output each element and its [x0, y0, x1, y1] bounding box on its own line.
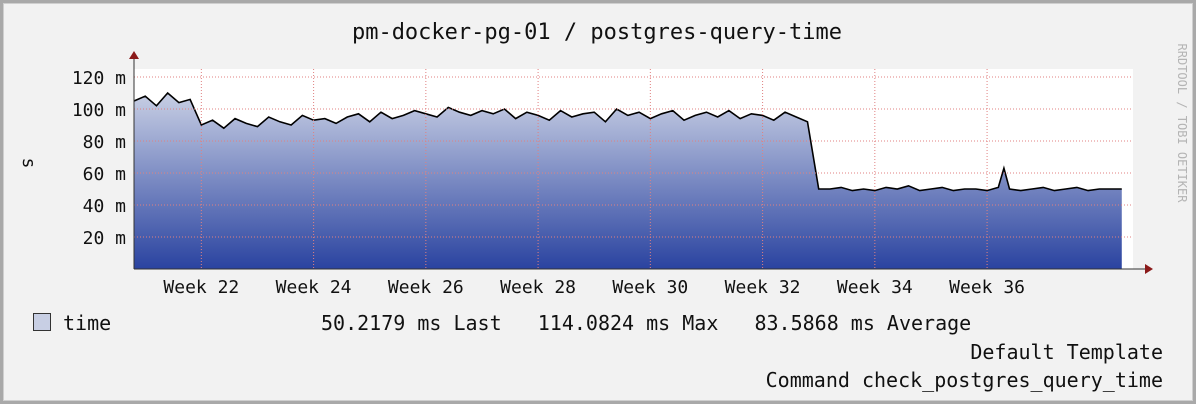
y-tick-label: 120 m — [72, 68, 126, 89]
y-tick-label: 20 m — [83, 228, 126, 249]
legend-series-name: time — [63, 311, 112, 335]
x-axis-arrow — [1145, 264, 1153, 274]
legend-stats: 50.2179 ms Last 114.0824 ms Max 83.5868 … — [321, 311, 972, 335]
x-tick-label: Week 32 — [725, 277, 801, 298]
x-tick-label: Week 26 — [388, 277, 464, 298]
plot-area: 20 m 40 m 60 m 80 m 100 m 120 m Week 22 Week 24… — [72, 51, 1153, 298]
y-axis-arrow — [129, 51, 139, 59]
rrd-graph: pm-docker-pg-01 / postgres-query-time RR… — [18, 20, 1189, 298]
x-tick-label: Week 22 — [163, 277, 239, 298]
y-axis-label: s — [18, 158, 39, 169]
footer-command: Command check_postgres_query_time — [765, 368, 1163, 392]
y-tick-label: 100 m — [72, 100, 126, 121]
graph-panel: pm-docker-pg-01 / postgres-query-time RR… — [3, 3, 1193, 401]
x-tick-label: Week 34 — [837, 277, 913, 298]
footer-template: Default Template — [970, 340, 1163, 364]
series-time-line — [133, 91, 1122, 192]
y-tick-label: 40 m — [83, 196, 126, 217]
watermark: RRDTOOL / TOBI OETIKER — [1175, 44, 1189, 204]
x-tick-label: Week 36 — [949, 277, 1025, 298]
y-tick-label: 60 m — [83, 164, 126, 185]
y-tick-label: 80 m — [83, 132, 126, 153]
x-tick-label: Week 28 — [500, 277, 576, 298]
graph-title: pm-docker-pg-01 / postgres-query-time — [352, 20, 842, 45]
x-tick-label: Week 30 — [612, 277, 688, 298]
x-tick-label: Week 24 — [276, 277, 352, 298]
legend-swatch — [33, 313, 51, 331]
